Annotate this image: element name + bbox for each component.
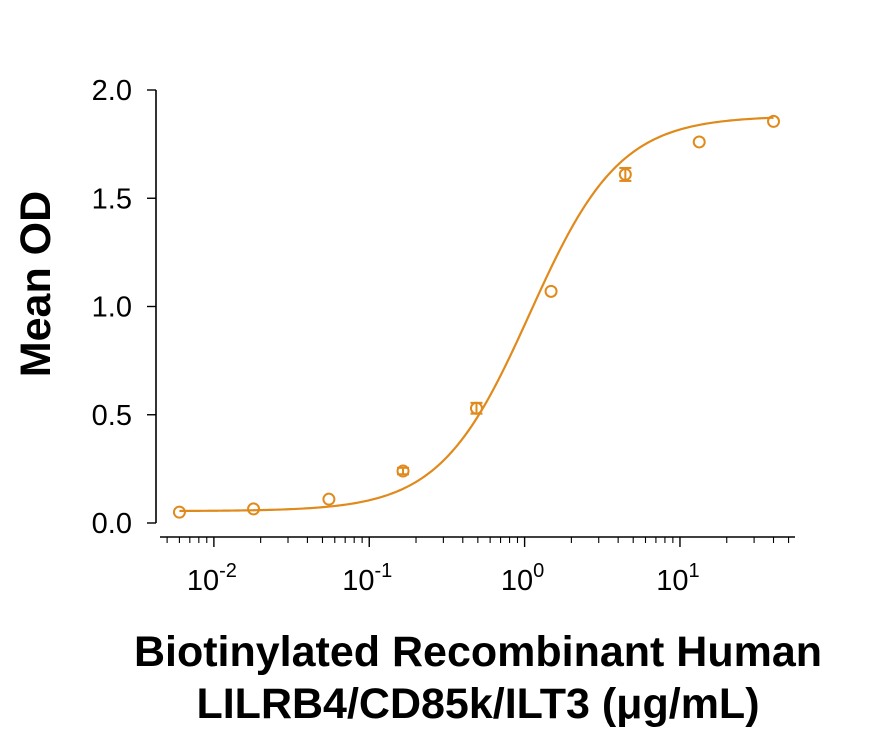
- y-tick-label: 2.0: [92, 75, 132, 107]
- data-point: [322, 492, 336, 506]
- x-axis-title-line-1: Biotinylated Recombinant Human: [134, 628, 822, 676]
- data-point: [767, 114, 781, 128]
- fit-curve-layer: [179, 116, 774, 513]
- y-tick-label: 0.5: [92, 400, 132, 432]
- axes: [147, 89, 795, 547]
- y-tick-label: 1.5: [92, 183, 132, 215]
- y-tick-label: 0.0: [92, 508, 132, 540]
- data-point: [396, 464, 410, 478]
- data-point: [544, 284, 558, 298]
- data-points-layer: [172, 114, 781, 519]
- data-point: [172, 505, 186, 519]
- data-point: [692, 135, 706, 149]
- data-point: [247, 502, 261, 516]
- y-axis-title: Mean OD: [12, 191, 60, 377]
- x-tick-label: 10-1: [342, 560, 392, 597]
- x-axis-title-line-2: LILRB4/CD85k/ILT3 (μg/mL): [196, 680, 759, 728]
- data-point: [618, 167, 632, 181]
- y-tick-label: 1.0: [92, 292, 132, 324]
- fit-curve: [179, 116, 774, 513]
- x-tick-label: 101: [656, 560, 699, 597]
- data-point: [469, 401, 483, 415]
- tick-labels-layer: 0.0 0.5 1.0 1.5 2.0 10-2 10-1 100 101: [92, 75, 700, 597]
- x-tick-label: 100: [501, 560, 544, 597]
- x-tick-label: 10-2: [187, 560, 237, 597]
